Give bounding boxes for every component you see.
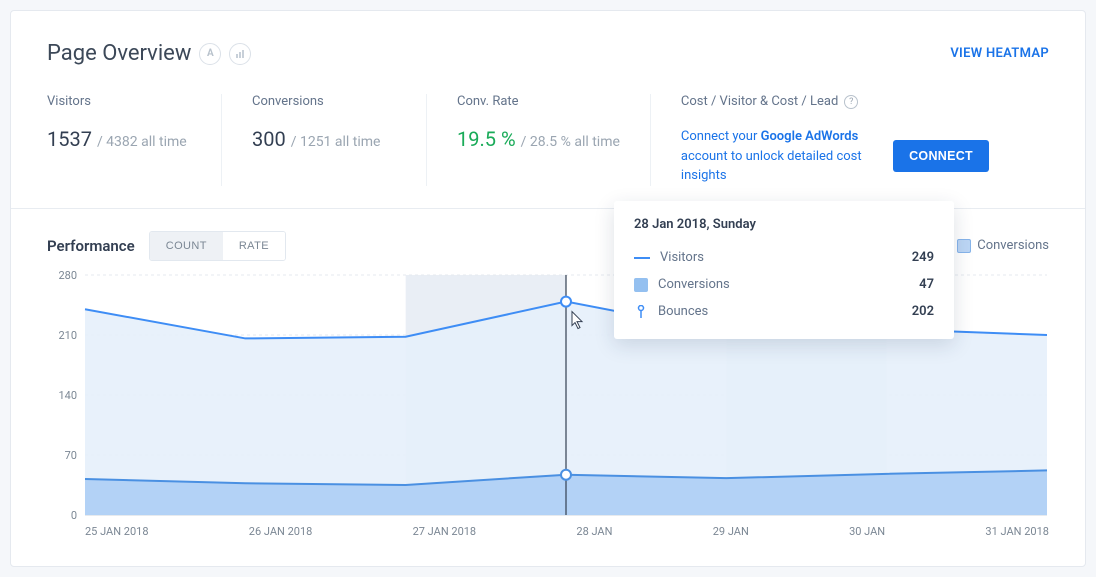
conversions-alltime: / 1251 all time (291, 134, 381, 150)
perf-left: Performance COUNT RATE (47, 231, 286, 261)
legend-swatch-icon (957, 239, 971, 253)
conversions-current: 300 (252, 127, 286, 151)
svg-text:0: 0 (71, 509, 77, 519)
tooltip-label: Visitors (660, 250, 704, 265)
connect-prompt[interactable]: Connect your Google AdWords account to u… (681, 127, 877, 186)
svg-text:280: 280 (58, 271, 77, 282)
x-tick-label: 25 JAN 2018 (85, 525, 149, 538)
x-tick-label: 26 JAN 2018 (249, 525, 313, 538)
metric-conversions-label: Conversions (252, 94, 396, 109)
header-row: Page Overview A VIEW HEATMAP (11, 11, 1085, 76)
cost-label-text: Cost / Visitor & Cost / Lead (681, 94, 838, 109)
metric-visitors-label: Visitors (47, 94, 191, 109)
metric-cost-label: Cost / Visitor & Cost / Lead ? (681, 94, 989, 109)
analytics-icon[interactable] (229, 43, 251, 65)
x-tick-label: 29 JAN (713, 525, 749, 538)
metric-convrate-value: 19.5 % / 28.5 % all time (457, 127, 620, 151)
bounce-marker-icon (634, 305, 648, 319)
help-icon[interactable]: ? (844, 95, 858, 109)
tooltip-row: Conversions 47 (634, 271, 934, 298)
tab-count[interactable]: COUNT (150, 232, 223, 260)
visitors-current: 1537 (47, 127, 92, 151)
tooltip-label: Conversions (658, 277, 730, 292)
page-title-text: Page Overview (47, 41, 191, 66)
x-tick-label: 27 JAN 2018 (413, 525, 477, 538)
visitors-alltime: / 4382 all time (97, 134, 187, 150)
fill-marker-icon (634, 278, 648, 292)
tooltip-row: Visitors 249 (634, 244, 934, 271)
connect-suffix: account to unlock detailed cost insights (681, 149, 862, 184)
ab-test-icon[interactable]: A (199, 43, 221, 65)
tooltip-value: 47 (919, 277, 934, 292)
convrate-current: 19.5 % (457, 127, 516, 151)
metric-convrate-label: Conv. Rate (457, 94, 620, 109)
tooltip-row: Bounces 202 (634, 298, 934, 325)
tooltip-label: Bounces (658, 304, 708, 319)
connect-bold: Google AdWords (761, 129, 859, 144)
view-heatmap-link[interactable]: VIEW HEATMAP (950, 46, 1049, 61)
metric-visitors-value: 1537 / 4382 all time (47, 127, 191, 151)
convrate-alltime: / 28.5 % all time (521, 134, 620, 150)
legend-conversions: Conversions (957, 238, 1049, 253)
x-axis-labels: 25 JAN 2018 26 JAN 2018 27 JAN 2018 28 JAN 2… (47, 519, 1049, 538)
tooltip-date: 28 Jan 2018, Sunday (634, 217, 934, 232)
count-rate-segmented: COUNT RATE (149, 231, 286, 261)
metric-conversions: Conversions 300 / 1251 all time (252, 94, 427, 186)
metric-conversions-value: 300 / 1251 all time (252, 127, 396, 151)
chart-tooltip: 28 Jan 2018, Sunday Visitors 249 Conversio… (614, 201, 954, 339)
legend-conversions-label: Conversions (977, 238, 1049, 253)
svg-text:140: 140 (58, 389, 77, 402)
cost-row: Connect your Google AdWords account to u… (681, 127, 989, 186)
tab-rate[interactable]: RATE (223, 232, 285, 260)
tooltip-value: 249 (912, 250, 934, 265)
connect-prefix: Connect your (681, 129, 761, 144)
x-tick-label: 31 JAN 2018 (985, 525, 1049, 538)
connect-button[interactable]: CONNECT (893, 140, 989, 172)
x-tick-label: 28 JAN (576, 525, 612, 538)
svg-text:70: 70 (65, 449, 77, 462)
performance-title: Performance (47, 237, 135, 255)
x-tick-label: 30 JAN (849, 525, 885, 538)
page-overview-card: Page Overview A VIEW HEATMAP Visitors 15… (10, 10, 1086, 567)
tooltip-rows: Visitors 249 Conversions 47 Bounces 202 (634, 244, 934, 325)
metric-cost: Cost / Visitor & Cost / Lead ? Connect y… (681, 94, 1019, 186)
page-title: Page Overview A (47, 41, 251, 66)
tooltip-value: 202 (912, 304, 934, 319)
svg-text:210: 210 (58, 329, 77, 342)
metrics-row: Visitors 1537 / 4382 all time Conversion… (11, 76, 1085, 208)
line-marker-icon (634, 257, 650, 259)
metric-conv-rate: Conv. Rate 19.5 % / 28.5 % all time (457, 94, 651, 186)
metric-visitors: Visitors 1537 / 4382 all time (47, 94, 222, 186)
